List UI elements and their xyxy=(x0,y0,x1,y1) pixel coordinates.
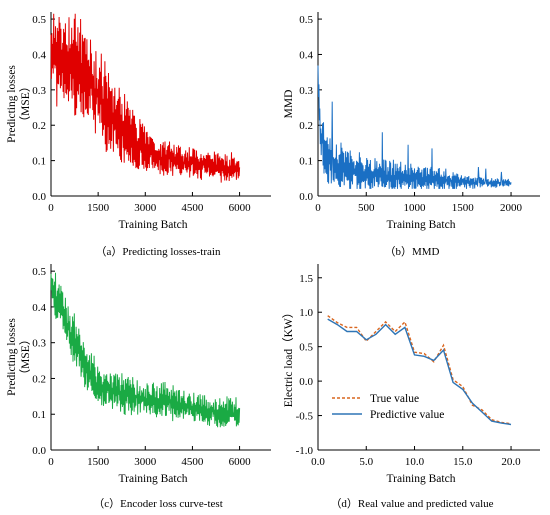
y-tick-label: 0.3 xyxy=(299,85,313,97)
y-axis-label: MMD xyxy=(283,90,295,119)
y-tick-label: 0.5 xyxy=(32,266,46,278)
y-tick-label: 0.4 xyxy=(299,49,313,61)
series-line xyxy=(50,13,241,183)
y-tick-label: 0.0 xyxy=(32,191,46,203)
x-tick-label: 500 xyxy=(358,202,375,214)
panel-c: 0.0 0.1 0.2 0.3 0.4 0.5 0 1500 3000 4500 6000 Train… xyxy=(6,264,271,485)
x-tick-label: 1000 xyxy=(404,202,427,214)
caption-b: （b）MMD xyxy=(384,245,439,258)
x-tick-label: 1500 xyxy=(87,456,110,468)
y-axis-label: Predicting losses xyxy=(6,65,18,143)
x-tick-label: 5.0 xyxy=(359,456,373,468)
y-tick-label: 0.1 xyxy=(299,156,313,168)
x-tick-label: 20.0 xyxy=(501,456,521,468)
y-tick-label: 0.4 xyxy=(32,302,46,314)
x-tick-label: 1500 xyxy=(87,202,110,214)
y-tick-label: 0.2 xyxy=(299,120,313,132)
y-tick-label: 0.0 xyxy=(32,445,46,457)
y-axis-label: Electric load（KW） xyxy=(282,307,295,408)
y-tick-label: 0.5 xyxy=(32,14,46,26)
y-tick-label: 0.1 xyxy=(32,409,46,421)
series-line xyxy=(327,315,512,425)
series-line xyxy=(327,318,512,426)
x-tick-label: 3000 xyxy=(134,456,157,468)
x-tick-label: 0 xyxy=(48,202,54,214)
y-tick-label: 0.3 xyxy=(32,85,46,97)
series-line xyxy=(50,272,241,428)
x-axis-label: Training Batch xyxy=(387,219,456,231)
y-tick-label: 0.2 xyxy=(32,120,46,132)
x-axis-label: Training Batch xyxy=(119,473,188,485)
x-axis-label: Training Batch xyxy=(119,219,188,231)
y-tick-label: 0.3 xyxy=(32,338,46,350)
x-tick-label: 3000 xyxy=(134,202,157,214)
x-tick-label: 1500 xyxy=(452,202,475,214)
y-tick-label: 0.5 xyxy=(299,342,313,354)
y-tick-label: 0.5 xyxy=(299,14,313,26)
x-axis-label: Training Batch xyxy=(387,473,456,485)
y-tick-label: 1.5 xyxy=(299,273,313,285)
caption-d: （d）Real value and predicted value xyxy=(330,497,493,510)
y-tick-label: -0.5 xyxy=(296,411,314,423)
x-tick-label: 4500 xyxy=(181,202,204,214)
x-tick-label: 6000 xyxy=(229,202,252,214)
panel-a: 0.0 0.1 0.2 0.3 0.4 0.5 0 1500 3000 4500 6000 Train… xyxy=(6,12,271,231)
y-tick-label: 0.0 xyxy=(299,191,313,203)
legend-label: True value xyxy=(370,393,419,405)
y-tick-label: 0.2 xyxy=(32,373,46,385)
y-axis-label-unit: （MSE） xyxy=(19,81,32,128)
caption-c: （c）Encoder loss curve-test xyxy=(93,497,223,510)
x-tick-label: 10.0 xyxy=(405,456,425,468)
legend-label: Predictive value xyxy=(370,409,444,421)
y-axis-label-unit: （MSE） xyxy=(19,334,32,381)
y-tick-label: 0.1 xyxy=(32,156,46,168)
y-tick-label: 0.0 xyxy=(299,376,313,388)
panel-b: 0.0 0.1 0.2 0.3 0.4 0.5 0 500 1000 1500 2000 Traini… xyxy=(283,12,540,231)
x-tick-label: 0.0 xyxy=(311,456,325,468)
series-line xyxy=(317,65,512,189)
y-tick-label: -1.0 xyxy=(296,445,314,457)
y-tick-label: 0.4 xyxy=(32,49,46,61)
x-tick-label: 6000 xyxy=(229,456,252,468)
x-tick-label: 0 xyxy=(315,202,321,214)
x-tick-label: 4500 xyxy=(181,456,204,468)
y-axis-label: Predicting losses xyxy=(6,318,18,396)
x-tick-label: 0 xyxy=(48,456,54,468)
caption-a: （a）Predicting losses-train xyxy=(96,245,221,258)
x-tick-label: 2000 xyxy=(500,202,523,214)
x-tick-label: 15.0 xyxy=(453,456,473,468)
panel-d: -1.0 -0.5 0.0 0.5 1.0 1.5 0.0 5.0 10.0 15.0 20.0 Tr… xyxy=(282,264,540,485)
y-tick-label: 1.0 xyxy=(299,307,313,319)
